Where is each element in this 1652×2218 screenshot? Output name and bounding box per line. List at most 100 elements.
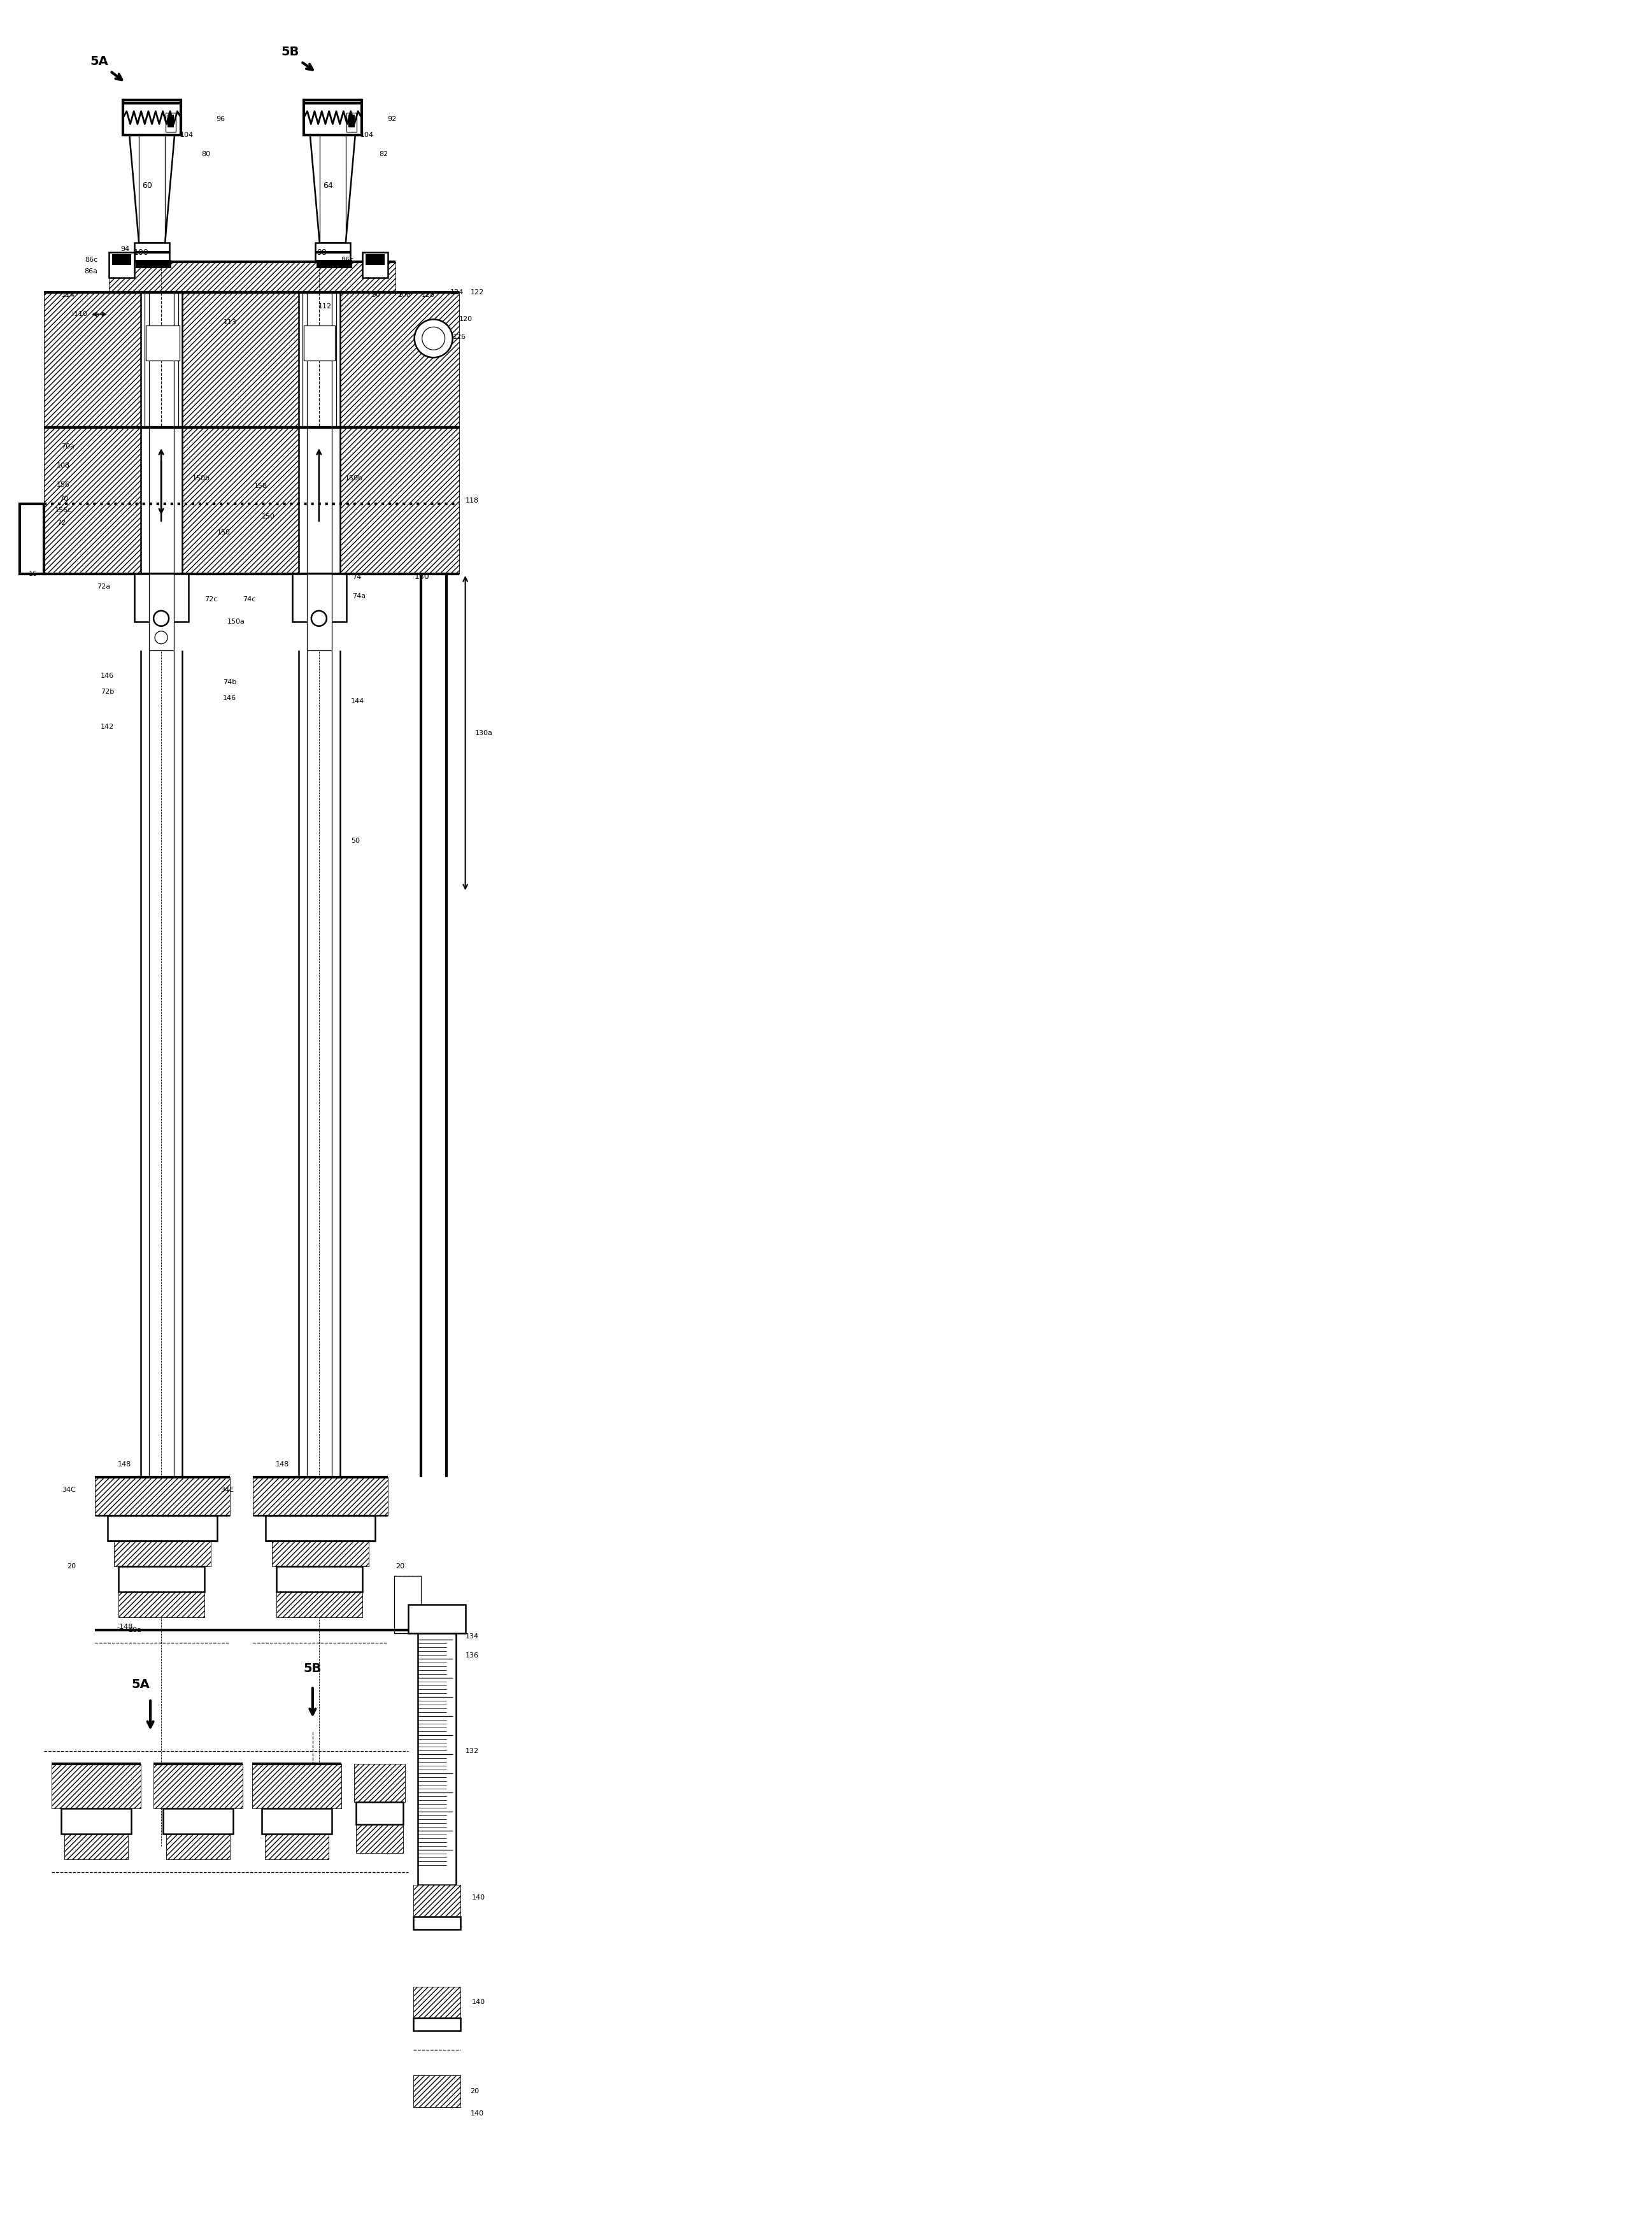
Bar	[20, 503, 45, 574]
Text: i110: i110	[73, 311, 88, 317]
Text: 144: 144	[350, 699, 365, 705]
Text: 20a: 20a	[127, 1628, 140, 1632]
Text: 150b: 150b	[345, 475, 363, 481]
Bar	[96, 1477, 230, 1515]
Text: 5B: 5B	[304, 1661, 322, 1675]
Text: 98: 98	[317, 248, 327, 257]
Text: 140: 140	[472, 1894, 486, 1901]
Text: 20: 20	[68, 1564, 76, 1570]
Bar	[413, 1987, 461, 2018]
Bar	[413, 1916, 461, 1930]
Text: 20: 20	[395, 1564, 405, 1570]
Text: 86c: 86c	[340, 257, 354, 264]
Text: 90: 90	[372, 293, 380, 299]
Text: 16: 16	[28, 570, 36, 577]
Text: 132: 132	[466, 1748, 479, 1754]
Text: 114: 114	[63, 293, 76, 299]
Bar	[304, 326, 335, 362]
Bar	[135, 260, 172, 268]
Text: 113: 113	[223, 319, 236, 326]
Bar	[61, 1808, 131, 1834]
Bar	[119, 1566, 205, 1593]
Text: 96: 96	[216, 115, 225, 122]
Text: 126: 126	[453, 335, 466, 339]
Text: 5A: 5A	[132, 1679, 150, 1690]
Bar	[316, 244, 350, 262]
Text: 142: 142	[101, 723, 114, 730]
Text: 72: 72	[56, 519, 66, 526]
Bar	[109, 253, 134, 277]
Text: 72c: 72c	[205, 597, 218, 603]
Text: 118: 118	[466, 497, 479, 503]
Text: -148: -148	[117, 1624, 132, 1630]
Bar	[304, 100, 362, 135]
Text: 86c: 86c	[84, 257, 97, 264]
Text: 64: 64	[322, 182, 334, 191]
Bar	[140, 428, 182, 574]
Bar	[140, 293, 182, 428]
Text: 130a: 130a	[474, 730, 492, 736]
Text: 104: 104	[180, 131, 193, 138]
Text: 112: 112	[319, 304, 332, 311]
Bar	[64, 1834, 129, 1859]
Text: 72a: 72a	[97, 583, 111, 590]
Bar	[395, 1577, 421, 1632]
Text: 92: 92	[388, 115, 396, 122]
Bar	[354, 1763, 405, 1801]
Bar	[408, 1604, 466, 1632]
Circle shape	[155, 632, 167, 643]
Text: 74b: 74b	[223, 679, 236, 685]
Bar	[165, 113, 175, 131]
Bar	[20, 503, 45, 574]
Bar	[362, 253, 388, 277]
Bar	[109, 262, 395, 293]
Bar	[276, 1566, 362, 1593]
Text: 130: 130	[415, 572, 430, 581]
Bar	[418, 1632, 456, 1885]
Bar	[266, 1515, 375, 1542]
Bar	[154, 1763, 243, 1808]
Bar	[253, 1477, 388, 1515]
Circle shape	[154, 610, 169, 625]
Bar	[167, 115, 173, 126]
Text: 72b: 72b	[101, 688, 114, 694]
Bar	[276, 1593, 362, 1617]
Bar	[365, 255, 385, 266]
Bar	[355, 1801, 403, 1823]
Text: 136: 136	[466, 1652, 479, 1659]
Bar	[355, 1823, 403, 1852]
Text: 140: 140	[471, 2112, 484, 2116]
Bar	[307, 574, 332, 650]
Bar	[167, 1834, 230, 1859]
Bar	[261, 1808, 332, 1834]
Bar	[413, 2076, 461, 2107]
Text: 140: 140	[472, 1998, 486, 2005]
Text: 150b: 150b	[192, 475, 210, 481]
Circle shape	[421, 326, 444, 350]
Text: 34E: 34E	[220, 1486, 233, 1493]
Bar	[264, 1834, 329, 1859]
Bar	[145, 326, 180, 362]
Polygon shape	[129, 135, 175, 244]
Text: 70: 70	[59, 495, 68, 501]
Circle shape	[311, 610, 327, 625]
Text: 122: 122	[471, 288, 484, 295]
Text: 150a: 150a	[228, 619, 244, 625]
Bar	[413, 1885, 461, 1916]
Text: 146: 146	[223, 694, 236, 701]
Bar	[145, 293, 178, 428]
Text: 74c: 74c	[243, 597, 256, 603]
Bar	[114, 1542, 211, 1566]
Text: 5B: 5B	[281, 47, 299, 58]
Text: 156: 156	[56, 481, 71, 488]
Bar	[122, 100, 182, 135]
Text: 128: 128	[421, 293, 434, 299]
Text: 150: 150	[261, 512, 274, 519]
Text: 100: 100	[134, 248, 149, 257]
Text: 104: 104	[360, 131, 373, 138]
Text: 146: 146	[101, 672, 114, 679]
Bar	[349, 115, 355, 126]
Bar	[413, 2018, 461, 2032]
Bar	[164, 1808, 233, 1834]
Text: 148: 148	[276, 1462, 289, 1468]
